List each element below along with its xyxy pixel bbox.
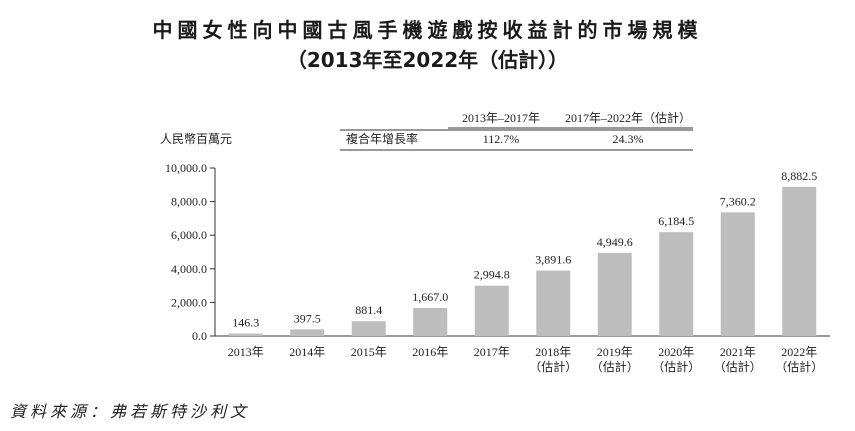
y-tick-label: 2,000.0 xyxy=(171,295,207,309)
x-category-label: 2014年 xyxy=(289,345,325,359)
y-tick-label: 6,000.0 xyxy=(171,228,207,242)
bar-value-label: 397.5 xyxy=(294,311,321,325)
bar-value-label: 1,667.0 xyxy=(412,290,448,304)
bar-value-label: 3,891.6 xyxy=(535,253,571,267)
y-tick-label: 10,000.0 xyxy=(165,161,207,175)
source-note: 資料來源：弗若斯特沙利文 xyxy=(10,402,251,421)
bar-value-label: 2,994.8 xyxy=(474,268,510,282)
bar xyxy=(597,252,632,336)
bars xyxy=(228,186,817,336)
x-category-label: 2018年 xyxy=(535,345,571,359)
y-axis-unit-label: 人民幣百萬元 xyxy=(160,132,232,146)
x-category-estimate-label: （估計） xyxy=(714,359,762,374)
y-tick-label: 8,000.0 xyxy=(171,195,207,209)
bar xyxy=(659,232,694,336)
bar-value-label: 6,184.5 xyxy=(658,214,694,228)
cagr-table: 2013年–2017年 2017年–2022年（估計） 複合年增長率 112.7… xyxy=(340,110,693,151)
bar-value-label: 7,360.2 xyxy=(720,194,756,208)
x-category-label: 2021年 xyxy=(720,345,756,359)
bar xyxy=(290,329,325,336)
bar xyxy=(536,270,571,336)
cagr-header-2: 2017年–2022年（估計） xyxy=(565,110,691,125)
cagr-row-label: 複合年增長率 xyxy=(346,131,418,146)
x-category-label: 2013年 xyxy=(228,345,264,359)
bar-value-label: 881.4 xyxy=(355,303,382,317)
y-tick-label: 0.0 xyxy=(192,329,207,343)
bar xyxy=(474,285,509,336)
bar-value-label: 4,949.6 xyxy=(597,235,633,249)
bar-value-label: 146.3 xyxy=(232,316,259,330)
cagr-value-1: 112.7% xyxy=(483,132,520,146)
x-category-label: 2020年 xyxy=(658,345,694,359)
chart-title-line-1: 中國女性向中國古風手機遊戲按收益計的市場規模 xyxy=(152,18,703,42)
x-category-label: 2022年 xyxy=(781,345,817,359)
cagr-value-2: 24.3% xyxy=(613,132,644,146)
chart-title-line-2: （2013年至2022年（估計）） xyxy=(286,48,569,72)
bar xyxy=(720,212,755,336)
bar xyxy=(351,321,386,336)
x-category-estimate-label: （估計） xyxy=(775,359,823,374)
x-category-label: 2017年 xyxy=(474,345,510,359)
cagr-header-1: 2013年–2017年 xyxy=(462,111,540,125)
y-tick-label: 4,000.0 xyxy=(171,262,207,276)
bar-value-label: 8,882.5 xyxy=(781,169,817,183)
x-category-label: 2015年 xyxy=(351,345,387,359)
bar xyxy=(413,307,448,336)
x-category-label: 2016年 xyxy=(412,345,448,359)
x-category-estimate-label: （估計） xyxy=(529,359,577,374)
bar xyxy=(782,186,817,336)
value-labels: 146.3 397.5 881.4 1,667.0 2,994.8 3,891.6 4,94… xyxy=(232,169,817,330)
x-category-label: 2019年 xyxy=(597,345,633,359)
x-category-estimate-label: （估計） xyxy=(591,359,639,374)
x-category-estimate-label: （估計） xyxy=(652,359,700,374)
bar xyxy=(228,333,263,336)
category-labels: 2013年 2014年 2015年 2016年 2017年 2018年（估計）2019年（… xyxy=(228,345,824,374)
